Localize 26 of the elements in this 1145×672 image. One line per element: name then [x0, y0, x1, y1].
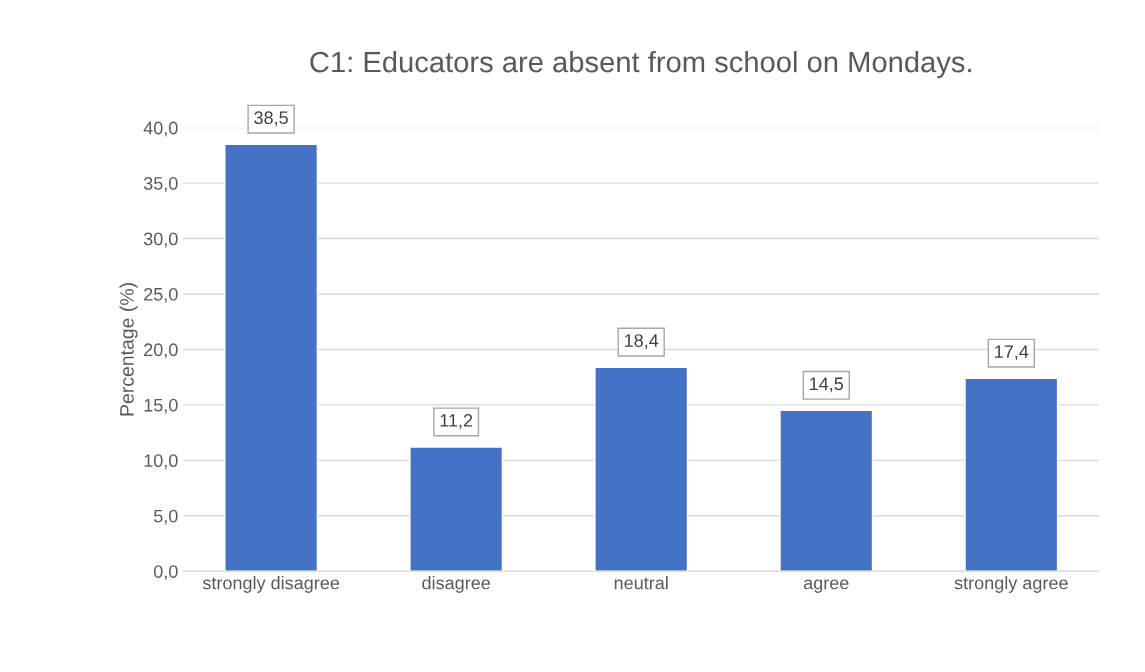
y-tick-label: 35,0	[143, 177, 178, 192]
chart-title: C1: Educators are absent from school on Mondays.	[310, 50, 971, 79]
y-tick-label: 5,0	[153, 509, 178, 525]
bar	[779, 409, 874, 572]
x-tick-label: strongly agree	[954, 576, 1068, 593]
y-tick-label: 40,0	[143, 121, 178, 137]
y-tick-label: 20,0	[144, 343, 178, 359]
y-tick-label: 15,0	[144, 398, 178, 414]
bar	[224, 143, 319, 572]
data-label: 14,5	[810, 377, 844, 393]
y-tick-label: 10,0	[144, 454, 178, 470]
x-tick-label: agree	[803, 579, 849, 593]
y-tick-label: 0,0	[153, 565, 178, 581]
y-axis-title: Percentage (%)	[119, 283, 138, 416]
data-label: 17,4	[995, 345, 1029, 361]
data-label: 18,4	[625, 334, 659, 350]
bar	[594, 366, 689, 572]
x-tick-label: strongly disagree	[202, 576, 340, 593]
data-label: 38,5	[254, 111, 288, 127]
bar	[409, 446, 504, 572]
x-tick-label: neutral	[614, 576, 668, 590]
y-tick-label: 30,0	[143, 232, 178, 248]
x-tick-label: disagree	[422, 576, 490, 593]
data-label: 11,2	[440, 413, 473, 429]
bar	[964, 377, 1059, 572]
y-tick-label: 25,0	[144, 287, 178, 303]
